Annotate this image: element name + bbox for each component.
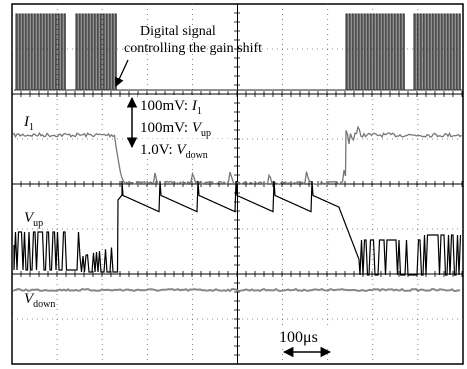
prefix: 1.0V: (140, 142, 176, 158)
prefix: 100mV: (140, 98, 192, 114)
prefix: 100mV: (140, 120, 192, 136)
subscript: up (201, 128, 211, 139)
subscript: down (33, 299, 55, 310)
annotation-line: controlling the gain shift (124, 41, 262, 56)
page: Digital signal controlling the gain shif… (0, 0, 467, 369)
subscript: up (33, 218, 43, 229)
subscript: 1 (197, 106, 202, 117)
vdown-trace (14, 289, 460, 291)
time-scale: 100μs (279, 329, 318, 346)
oscilloscope-screen: Digital signal controlling the gain shif… (0, 0, 467, 369)
subscript: down (186, 150, 208, 161)
annotation-line: Digital signal (140, 24, 216, 39)
subscript: 1 (29, 122, 34, 133)
